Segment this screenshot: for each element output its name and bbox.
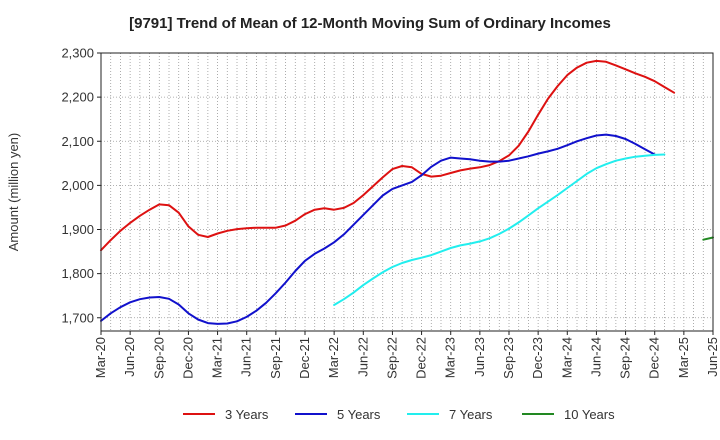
series-line-3-years	[100, 59, 676, 252]
y-axis-ticks: 1,700 1,800 1,900 2,000 2,100 2,200 2,300	[61, 46, 101, 325]
series-line-5-years	[100, 133, 656, 325]
x-tick-label: Mar-24	[559, 337, 574, 378]
x-tick-label: Jun-23	[472, 337, 487, 377]
x-tick-label: Jun-24	[588, 337, 603, 377]
legend: 3 Years 5 Years 7 Years 10 Years	[183, 407, 615, 422]
x-tick-label: Dec-24	[647, 337, 662, 379]
legend-label: 3 Years	[225, 407, 269, 422]
grid	[101, 53, 713, 331]
series-line-7-years	[333, 153, 666, 306]
series-lines	[100, 59, 714, 325]
x-tick-label: Sep-20	[151, 337, 166, 379]
y-tick-label: 2,100	[61, 134, 94, 149]
plot-area-frame	[100, 52, 714, 332]
x-axis-ticks: Mar-20 Jun-20 Sep-20 Dec-20 Mar-21 Jun-21 Sep-…	[93, 331, 720, 379]
x-tick-label: Mar-21	[210, 337, 225, 378]
x-tick-label: Sep-22	[384, 337, 399, 379]
legend-label: 5 Years	[337, 407, 381, 422]
x-tick-label: Sep-21	[268, 337, 283, 379]
y-tick-label: 1,800	[61, 266, 94, 281]
x-tick-label: Jun-25	[705, 337, 720, 377]
x-tick-label: Dec-23	[530, 337, 545, 379]
series-line-10-years	[702, 236, 714, 241]
y-tick-label: 1,900	[61, 222, 94, 237]
y-tick-label: 1,700	[61, 310, 94, 325]
y-tick-label: 2,000	[61, 178, 94, 193]
x-tick-label: Dec-22	[414, 337, 429, 379]
x-tick-label: Dec-20	[180, 337, 195, 379]
x-tick-label: Jun-22	[355, 337, 370, 377]
x-tick-label: Sep-23	[501, 337, 516, 379]
x-tick-label: Jun-20	[122, 337, 137, 377]
legend-label: 10 Years	[564, 407, 615, 422]
y-axis-label: Amount (million yen)	[6, 133, 21, 252]
x-tick-label: Dec-21	[297, 337, 312, 379]
y-tick-label: 2,200	[61, 90, 94, 105]
y-tick-label: 2,300	[61, 46, 94, 61]
x-tick-label: Mar-20	[93, 337, 108, 378]
x-tick-label: Mar-23	[443, 337, 458, 378]
legend-label: 7 Years	[449, 407, 493, 422]
x-tick-label: Jun-21	[239, 337, 254, 377]
x-tick-label: Sep-24	[618, 337, 633, 379]
chart-title: [9791] Trend of Mean of 12-Month Moving …	[129, 15, 611, 32]
x-tick-label: Mar-25	[676, 337, 691, 378]
x-tick-label: Mar-22	[326, 337, 341, 378]
